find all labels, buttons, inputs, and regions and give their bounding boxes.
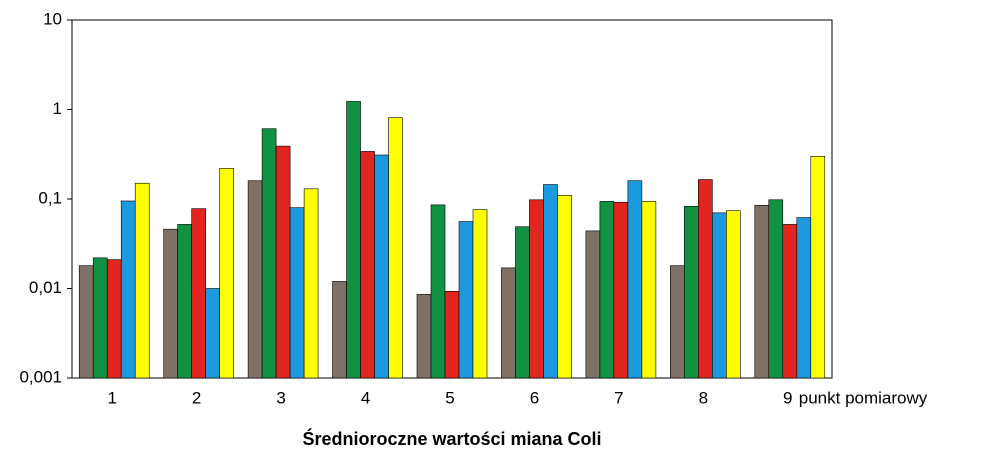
bar bbox=[782, 224, 798, 379]
y-tick-label: 0,1 bbox=[38, 188, 62, 207]
bar bbox=[768, 199, 784, 379]
bar bbox=[613, 201, 629, 379]
bar bbox=[543, 184, 558, 379]
bar bbox=[472, 209, 488, 379]
bar bbox=[458, 221, 474, 379]
x-tick-label: 5 bbox=[445, 388, 454, 407]
y-tick-label: 0,01 bbox=[29, 278, 62, 297]
x-tick-label: 8 bbox=[699, 388, 708, 407]
bar bbox=[332, 281, 347, 379]
bar bbox=[712, 212, 727, 379]
bar bbox=[247, 180, 263, 379]
bar bbox=[810, 155, 826, 379]
bar bbox=[261, 128, 277, 379]
y-tick-label: 0,001 bbox=[19, 367, 62, 386]
chart-title: Średnioroczne wartości miana Coli bbox=[302, 428, 601, 449]
bar bbox=[585, 230, 601, 379]
bar bbox=[515, 226, 530, 379]
y-tick-label: 1 bbox=[53, 99, 62, 118]
bar bbox=[430, 204, 446, 379]
bar bbox=[219, 168, 234, 379]
bar bbox=[177, 224, 192, 379]
x-tick-label: 9 bbox=[783, 388, 792, 407]
bar bbox=[754, 205, 770, 379]
bar bbox=[92, 257, 108, 379]
y-tick-label: 10 bbox=[43, 9, 62, 28]
bar bbox=[698, 179, 713, 379]
bar bbox=[78, 265, 94, 379]
bar bbox=[289, 207, 305, 379]
bar bbox=[163, 228, 178, 379]
bar bbox=[388, 117, 403, 379]
x-tick-label: 2 bbox=[192, 388, 201, 407]
bar bbox=[416, 294, 432, 379]
bar bbox=[529, 199, 544, 379]
bar bbox=[120, 200, 136, 379]
bar bbox=[670, 265, 685, 379]
bar bbox=[501, 267, 516, 379]
x-tick-label: 6 bbox=[530, 388, 539, 407]
x-tick-label: 7 bbox=[614, 388, 623, 407]
bar bbox=[134, 182, 150, 379]
bar bbox=[444, 291, 460, 379]
bar bbox=[303, 188, 319, 379]
bar bbox=[360, 151, 375, 379]
bar bbox=[275, 145, 291, 379]
x-tick-label: 4 bbox=[361, 388, 370, 407]
bar bbox=[684, 205, 699, 379]
bar bbox=[641, 201, 657, 379]
x-axis-label: punkt pomiarowy bbox=[799, 388, 928, 407]
bar bbox=[346, 101, 361, 379]
bar bbox=[106, 259, 122, 379]
x-tick-label: 1 bbox=[107, 388, 116, 407]
bar bbox=[557, 194, 572, 379]
bar bbox=[627, 180, 643, 379]
bar bbox=[726, 210, 741, 379]
bar bbox=[374, 154, 389, 379]
x-tick-label: 3 bbox=[276, 388, 285, 407]
bar bbox=[205, 288, 220, 379]
bar bbox=[796, 217, 812, 379]
bar bbox=[599, 201, 615, 379]
bar bbox=[191, 208, 206, 379]
